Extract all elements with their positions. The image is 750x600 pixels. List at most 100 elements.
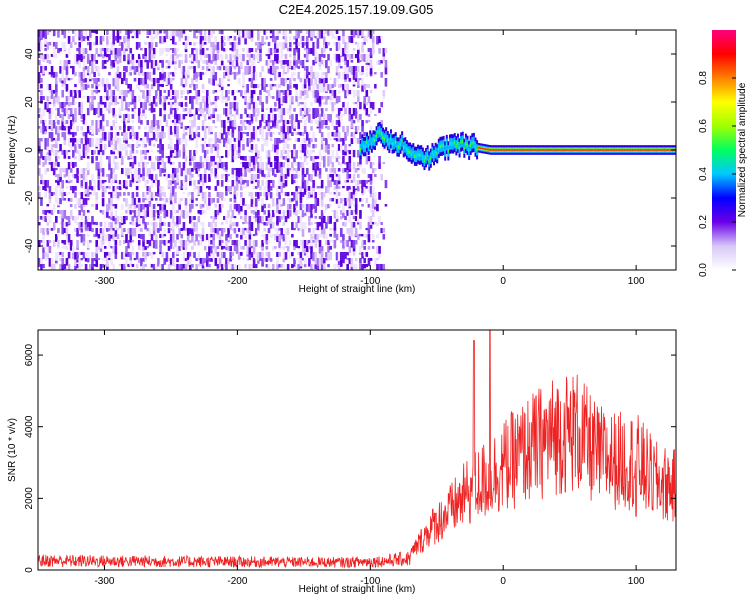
- noise-cell: [146, 186, 150, 192]
- noise-cell: [282, 162, 286, 168]
- noise-cell: [65, 84, 69, 92]
- noise-cell: [320, 96, 324, 100]
- noise-cell: [327, 186, 330, 194]
- noise-cell: [212, 114, 215, 119]
- noise-cell: [114, 72, 118, 79]
- noise-cell: [120, 78, 124, 85]
- noise-cell: [244, 120, 247, 123]
- noise-cell: [229, 114, 232, 121]
- noise-cell: [110, 180, 113, 186]
- noise-cell: [322, 258, 326, 264]
- noise-cell: [329, 84, 332, 90]
- noise-cell: [197, 234, 201, 237]
- noise-cell: [344, 162, 347, 165]
- noise-cell: [146, 30, 150, 36]
- noise-cell: [93, 42, 96, 46]
- noise-cell: [284, 180, 288, 187]
- noise-cell: [89, 102, 92, 111]
- noise-cell: [48, 192, 52, 200]
- noise-cell: [99, 48, 103, 55]
- noise-cell: [40, 72, 43, 75]
- noise-cell: [314, 78, 318, 85]
- noise-cell: [114, 96, 118, 103]
- noise-cell: [186, 192, 190, 197]
- noise-cell: [38, 126, 41, 129]
- noise-cell: [265, 84, 269, 87]
- noise-cell: [108, 228, 111, 232]
- colorbar-tick-label: 0.8: [698, 71, 709, 85]
- noise-cell: [125, 78, 128, 86]
- noise-cell: [48, 90, 52, 93]
- noise-cell: [354, 72, 358, 79]
- noise-cell: [286, 210, 290, 219]
- noise-cell: [354, 108, 358, 116]
- noise-cell: [225, 132, 228, 141]
- noise-cell: [310, 150, 313, 155]
- noise-cell: [186, 258, 190, 267]
- noise-cell: [297, 30, 301, 39]
- noise-cell: [48, 216, 52, 224]
- signal-cell: [589, 149, 592, 151]
- noise-cell: [274, 246, 277, 249]
- signal-cell: [560, 149, 563, 151]
- noise-cell: [271, 222, 275, 229]
- noise-cell: [133, 258, 137, 261]
- noise-cell: [305, 72, 309, 79]
- noise-cell: [210, 78, 213, 86]
- noise-cell: [46, 108, 50, 113]
- signal-cell: [498, 149, 501, 151]
- noise-cell: [365, 234, 369, 238]
- noise-cell: [301, 42, 305, 48]
- noise-cell: [91, 102, 94, 111]
- noise-cell: [378, 36, 381, 44]
- noise-cell: [146, 90, 150, 96]
- top-y-tick-label: -20: [24, 190, 35, 205]
- noise-cell: [186, 252, 190, 260]
- noise-cell: [180, 60, 184, 65]
- noise-cell: [97, 258, 101, 261]
- noise-cell: [284, 42, 288, 49]
- noise-cell: [171, 162, 175, 165]
- noise-cell: [269, 186, 273, 191]
- noise-cell: [359, 156, 362, 165]
- noise-cell: [339, 48, 343, 56]
- signal-cell: [533, 149, 536, 151]
- noise-cell: [352, 222, 356, 228]
- noise-cell: [201, 72, 205, 75]
- noise-cell: [242, 198, 245, 206]
- noise-cell: [350, 240, 354, 248]
- noise-cell: [218, 228, 222, 231]
- noise-cell: [120, 132, 124, 136]
- noise-cell: [74, 108, 77, 117]
- signal-cell: [503, 149, 506, 151]
- noise-cell: [374, 204, 377, 210]
- noise-cell: [367, 204, 371, 208]
- noise-cell: [359, 258, 362, 264]
- noise-cell: [305, 240, 309, 246]
- noise-cell: [127, 42, 130, 49]
- noise-cell: [74, 162, 77, 167]
- noise-cell: [295, 174, 298, 179]
- noise-cell: [318, 84, 322, 93]
- noise-cell: [227, 132, 230, 136]
- noise-cell: [235, 48, 239, 57]
- noise-cell: [274, 114, 277, 123]
- noise-cell: [246, 228, 250, 234]
- noise-cell: [55, 54, 58, 59]
- noise-cell: [295, 150, 298, 159]
- noise-cell: [38, 72, 41, 79]
- noise-cell: [146, 72, 150, 80]
- noise-cell: [154, 234, 158, 240]
- noise-cell: [67, 162, 71, 170]
- noise-cell: [335, 54, 339, 61]
- noise-cell: [133, 174, 137, 178]
- noise-cell: [74, 192, 77, 198]
- noise-cell: [89, 36, 92, 40]
- noise-cell: [227, 96, 230, 101]
- noise-cell: [284, 132, 288, 139]
- noise-cell: [65, 192, 69, 195]
- noise-cell: [288, 108, 292, 116]
- noise-cell: [246, 120, 250, 124]
- noise-cell: [182, 30, 186, 34]
- noise-cell: [242, 144, 245, 151]
